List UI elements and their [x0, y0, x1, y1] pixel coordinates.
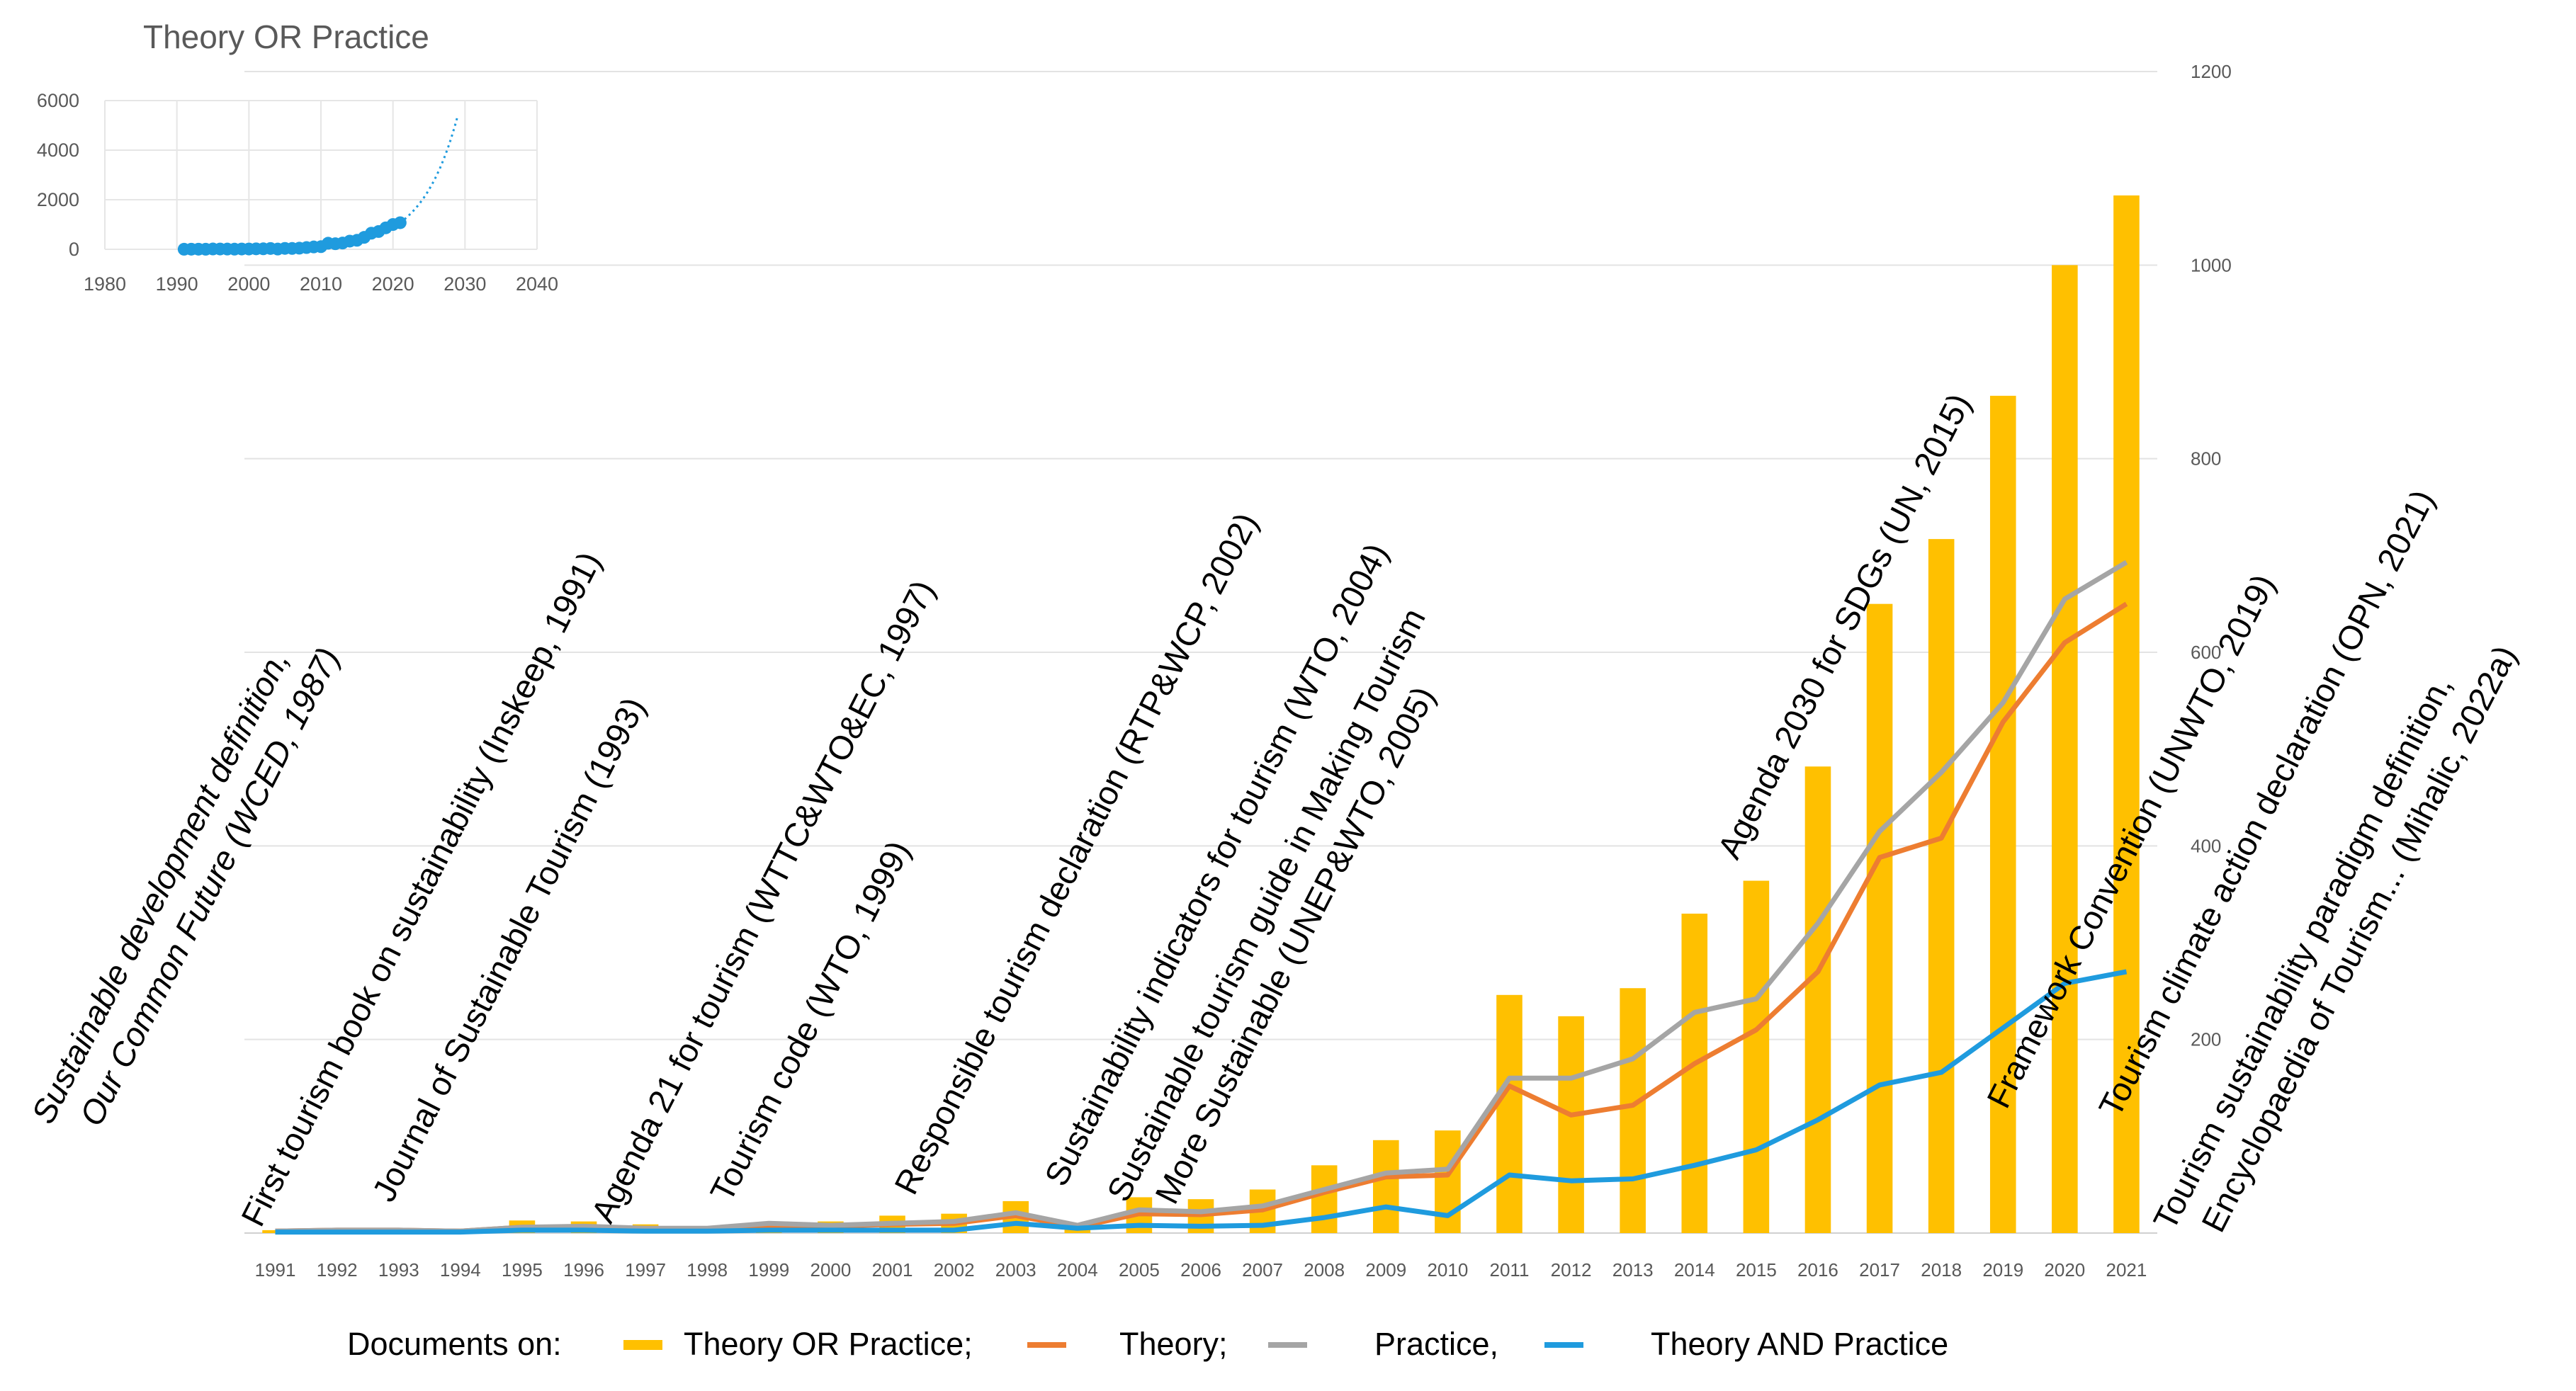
annotation-line: Tourism code (WTO, 1999)	[703, 835, 917, 1208]
inset-gridlines	[104, 100, 538, 250]
annotations: Sustainable development definition,Our C…	[24, 387, 2524, 1238]
x-tick-label: 1991	[255, 1259, 296, 1281]
x-tick-label: 2003	[995, 1259, 1036, 1281]
x-tick-label: 1994	[440, 1259, 481, 1281]
y-tick-label: 1200	[2191, 61, 2232, 82]
inset-trendline	[399, 115, 459, 224]
legend-label: Theory AND Practice	[1651, 1326, 1948, 1362]
x-tick-label: 2020	[2044, 1259, 2085, 1281]
legend-label: Practice,	[1374, 1326, 1498, 1362]
x-tick-label: 2000	[810, 1259, 851, 1281]
bar	[1496, 994, 1523, 1233]
inset-x-tick: 2040	[516, 273, 558, 295]
x-tick-label: 1995	[502, 1259, 543, 1281]
x-tick-label: 2016	[1797, 1259, 1838, 1281]
inset-point	[393, 216, 407, 229]
inset-ticks: 1980 1990 2000 2010 2020 2030 2040 0 2000 4000 600…	[37, 90, 558, 295]
bar	[1620, 988, 1646, 1233]
bar	[1928, 539, 1955, 1233]
y-tick-label: 800	[2191, 448, 2221, 470]
annotation-line: Sustainable development definition,	[24, 644, 296, 1129]
x-tick-label: 1996	[563, 1259, 604, 1281]
x-tick-label: 2019	[1982, 1259, 2023, 1281]
inset-y-tick: 2000	[37, 189, 79, 210]
x-tick-label: 2013	[1612, 1259, 1654, 1281]
x-tick-label: 2012	[1551, 1259, 1592, 1281]
x-tick-label: 2014	[1674, 1259, 1715, 1281]
annotation-line: Our Common Future (WCED, 1987)	[72, 642, 347, 1132]
inset-chart: Theory OR Practice 1980 1990 2000 2010 2020 2…	[37, 18, 558, 295]
y-tick-label: 600	[2191, 642, 2221, 663]
bar	[1311, 1165, 1338, 1233]
inset-points	[177, 115, 459, 256]
x-tick-label: 2018	[1921, 1259, 1962, 1281]
inset-x-tick: 1990	[156, 273, 198, 295]
inset-x-tick: 2010	[300, 273, 342, 295]
x-axis-ticks: 1991 1992 1993 1994 1995 1996 1997 1998 1999 2000…	[255, 1259, 2147, 1281]
legend: Documents on: Theory OR Practice; Theory; P…	[347, 1326, 1948, 1362]
x-tick-label: 2004	[1057, 1259, 1098, 1281]
bar	[1804, 766, 1831, 1233]
x-tick-label: 2006	[1180, 1259, 1221, 1281]
series-line	[275, 560, 2128, 1234]
series-line	[275, 969, 2128, 1235]
bar	[1373, 1140, 1399, 1233]
bar	[1681, 914, 1708, 1233]
inset-x-tick: 2030	[444, 273, 486, 295]
inset-y-tick: 6000	[37, 90, 79, 111]
x-tick-label: 1993	[378, 1259, 419, 1281]
annotation: Sustainable development definition,Our C…	[24, 622, 346, 1149]
x-tick-label: 2015	[1736, 1259, 1777, 1281]
y-tick-label: 400	[2191, 835, 2221, 856]
bar	[2052, 265, 2078, 1233]
legend-prefix: Documents on:	[347, 1326, 562, 1362]
y-axis-ticks: 200 400 600 800 1000 1200	[2191, 61, 2232, 1050]
x-tick-label: 2010	[1427, 1259, 1468, 1281]
bar	[1866, 603, 1893, 1233]
x-tick-label: 2017	[1859, 1259, 1900, 1281]
bar	[1558, 1016, 1584, 1233]
inset-x-tick: 2020	[372, 273, 414, 295]
annotation: Tourism code (WTO, 1999)	[703, 835, 917, 1208]
x-tick-label: 1999	[748, 1259, 789, 1281]
main-gridlines	[244, 71, 2157, 1234]
legend-label: Theory;	[1119, 1326, 1228, 1362]
x-tick-label: 2007	[1242, 1259, 1283, 1281]
bars-theory-or-practice	[262, 195, 2140, 1234]
x-tick-label: 2021	[2106, 1259, 2147, 1281]
x-tick-label: 1992	[317, 1259, 358, 1281]
inset-x-tick: 2000	[227, 273, 270, 295]
x-tick-label: 2002	[934, 1259, 975, 1281]
x-tick-label: 2011	[1490, 1259, 1530, 1281]
inset-y-tick: 0	[69, 239, 79, 260]
bar	[2113, 195, 2140, 1233]
inset-x-tick: 1980	[84, 273, 126, 295]
bar	[1743, 880, 1770, 1233]
x-tick-label: 2008	[1304, 1259, 1345, 1281]
series-lines	[275, 560, 2128, 1235]
y-tick-label: 1000	[2191, 254, 2232, 276]
y-tick-label: 200	[2191, 1029, 2221, 1050]
x-tick-label: 2005	[1119, 1259, 1160, 1281]
inset-y-tick: 4000	[37, 140, 79, 161]
x-tick-label: 2009	[1365, 1259, 1406, 1281]
inset-title: Theory OR Practice	[143, 18, 429, 55]
bar	[1989, 395, 2016, 1234]
legend-label: Theory OR Practice;	[684, 1326, 973, 1362]
annotation-line: Encyclopaedia of Tourism... (Mihalic, 20…	[2194, 640, 2524, 1238]
x-tick-label: 1998	[687, 1259, 728, 1281]
x-tick-label: 1997	[625, 1259, 666, 1281]
x-tick-label: 2001	[872, 1259, 913, 1281]
